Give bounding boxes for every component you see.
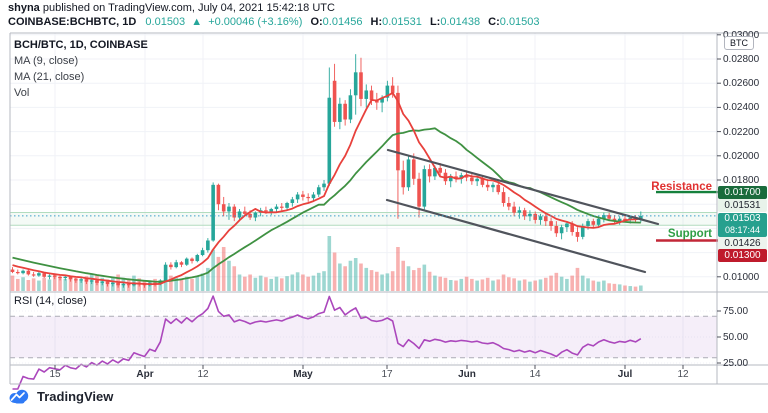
price-tick-label: 0.03000 (723, 30, 767, 41)
price-tick-label: 0.01000 (723, 271, 760, 283)
byline: shyna published on TradingView.com, July… (8, 2, 335, 14)
open-label: O: (310, 16, 323, 28)
high-label: H: (370, 16, 383, 28)
byline-user: shyna (8, 2, 40, 14)
time-tick-label: Jun (458, 369, 476, 380)
change-value: +0.00046 (+3.16%) (208, 16, 303, 28)
time-tick-label: Jul (617, 369, 633, 380)
price-tick-label: 0.02400 (723, 102, 760, 114)
rsi-tick-label: 50.00 (723, 332, 749, 343)
legend-ma9[interactable]: MA (9, close) (14, 55, 79, 67)
high-value: 0.01531 (382, 16, 422, 28)
low-value: 0.01438 (440, 16, 481, 28)
time-tick-label: 15 (49, 369, 61, 380)
currency-unit-button[interactable]: BTC (724, 36, 754, 50)
price-tick-label: 0.01800 (723, 175, 760, 186)
time-tick-label: 12 (677, 369, 689, 380)
ohlc-header: COINBASE:BCHBTC, 1D 0.01503 ▲ +0.00046 (… (8, 16, 540, 28)
close-label: C: (488, 16, 500, 28)
rsi-legend[interactable]: RSI (14, close) (14, 295, 87, 307)
tradingview-logo-text: TradingView (37, 389, 114, 404)
chart-legend-title[interactable]: BCH/BTC, 1D, COINBASE (14, 39, 148, 51)
price-level-badge: 0.01300 (718, 249, 767, 262)
open-value: 0.01456 (322, 16, 363, 28)
byline-rest: published on TradingView.com, July 04, 2… (39, 2, 335, 14)
price-level-badge: 0.01531 (718, 199, 767, 212)
time-tick-label: 14 (529, 369, 541, 380)
price-level-badge: 0.01426 (718, 237, 767, 250)
time-tick-label: Apr (136, 369, 154, 380)
legend-vol[interactable]: Vol (14, 87, 30, 99)
price-tick-label: 0.02200 (723, 126, 760, 138)
legend-ma21[interactable]: MA (21, close) (14, 71, 85, 83)
time-tick-label: 17 (381, 369, 393, 380)
countdown-timer: 08:17:44 (724, 225, 761, 235)
symbol-label: COINBASE:BCHBTC, 1D (8, 16, 137, 28)
rsi-tick-label: 75.00 (723, 306, 749, 317)
tradingview-logo-icon (9, 389, 29, 404)
close-value: 0.01503 (499, 16, 540, 28)
last-price-value: 0.01503 (145, 16, 186, 28)
time-tick-label: 12 (197, 369, 209, 380)
price-level-badge: 0.01503 08:17:44 (718, 213, 767, 237)
rsi-tick-label: 25.00 (723, 358, 749, 369)
up-arrow-icon: ▲ (191, 16, 203, 28)
price-tick-label: 0.02000 (723, 150, 760, 162)
price-tick-label: 0.02600 (723, 78, 760, 90)
tradingview-logo[interactable]: TradingView (8, 389, 113, 404)
support-label: Support (667, 228, 712, 240)
time-tick-label: May (293, 369, 313, 380)
low-label: L: (429, 16, 441, 28)
price-tick-label: 0.02800 (723, 54, 760, 65)
price-level-badge: 0.01700 (718, 186, 767, 199)
resistance-label: Resistance (651, 181, 712, 193)
